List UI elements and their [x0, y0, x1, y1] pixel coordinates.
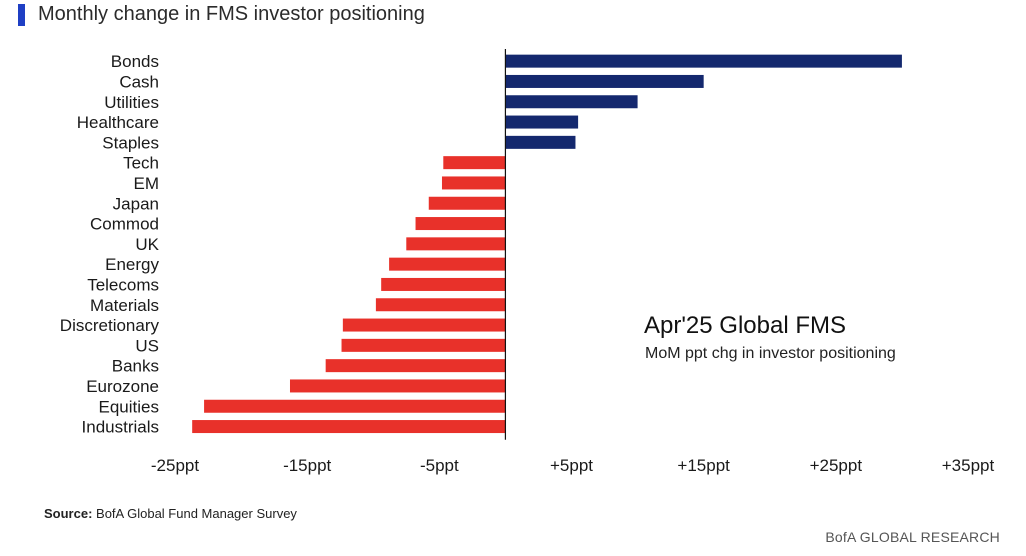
bar-equities	[204, 399, 506, 413]
category-label: Staples	[102, 133, 159, 152]
bar-telecoms	[381, 277, 506, 291]
x-tick-label: -15ppt	[283, 456, 331, 475]
bar-em	[441, 176, 506, 190]
bar-banks	[325, 359, 506, 373]
annotation-title: Apr'25 Global FMS	[644, 312, 846, 339]
annotation-subtitle: MoM ppt chg in investor positioning	[645, 345, 896, 362]
title-accent-bar	[18, 4, 25, 26]
bar-chart: BondsCashUtilitiesHealthcareStaplesTechE…	[60, 49, 995, 475]
bar-industrials	[192, 420, 506, 434]
bar-us	[341, 338, 506, 352]
bar-healthcare	[505, 115, 579, 129]
brand-label: BofA GLOBAL RESEARCH	[825, 529, 1000, 545]
bar-discretionary	[342, 318, 506, 332]
category-label: Discretionary	[60, 316, 160, 335]
x-tick-label: +5ppt	[550, 456, 593, 475]
category-label: UK	[135, 235, 159, 254]
x-tick-label: +25ppt	[810, 456, 863, 475]
category-label: Industrials	[82, 418, 159, 437]
category-label: Banks	[112, 357, 159, 376]
category-label: Tech	[123, 154, 159, 173]
bar-tech	[443, 156, 506, 170]
category-label: Equities	[99, 397, 159, 416]
x-tick-label: +35ppt	[942, 456, 995, 475]
chart-title: Monthly change in FMS investor positioni…	[38, 3, 425, 25]
bar-japan	[428, 196, 506, 210]
category-label: Cash	[119, 72, 159, 91]
bar-uk	[406, 237, 506, 251]
category-label: Commod	[90, 215, 159, 234]
category-label: Materials	[90, 296, 159, 315]
category-label: EM	[134, 174, 160, 193]
source-text: BofA Global Fund Manager Survey	[96, 506, 297, 521]
category-label: Eurozone	[86, 377, 159, 396]
category-label: Telecoms	[87, 275, 159, 294]
bar-utilities	[505, 95, 638, 109]
bar-energy	[389, 257, 506, 271]
x-tick-label: +15ppt	[677, 456, 730, 475]
category-label: Bonds	[111, 52, 159, 71]
bar-cash	[505, 74, 704, 88]
bar-bonds	[505, 54, 902, 68]
category-label: Energy	[105, 255, 159, 274]
category-label: Japan	[113, 194, 159, 213]
x-tick-label: -5ppt	[420, 456, 459, 475]
bar-eurozone	[289, 379, 506, 393]
bar-materials	[375, 298, 506, 312]
bar-staples	[505, 135, 576, 149]
bar-commod	[415, 217, 506, 231]
category-label: US	[135, 336, 159, 355]
category-label: Healthcare	[77, 113, 159, 132]
category-label: Utilities	[104, 93, 159, 112]
source-label: Source:	[44, 506, 93, 521]
x-tick-label: -25ppt	[151, 456, 199, 475]
source-note: Source: BofA Global Fund Manager Survey	[44, 506, 297, 521]
